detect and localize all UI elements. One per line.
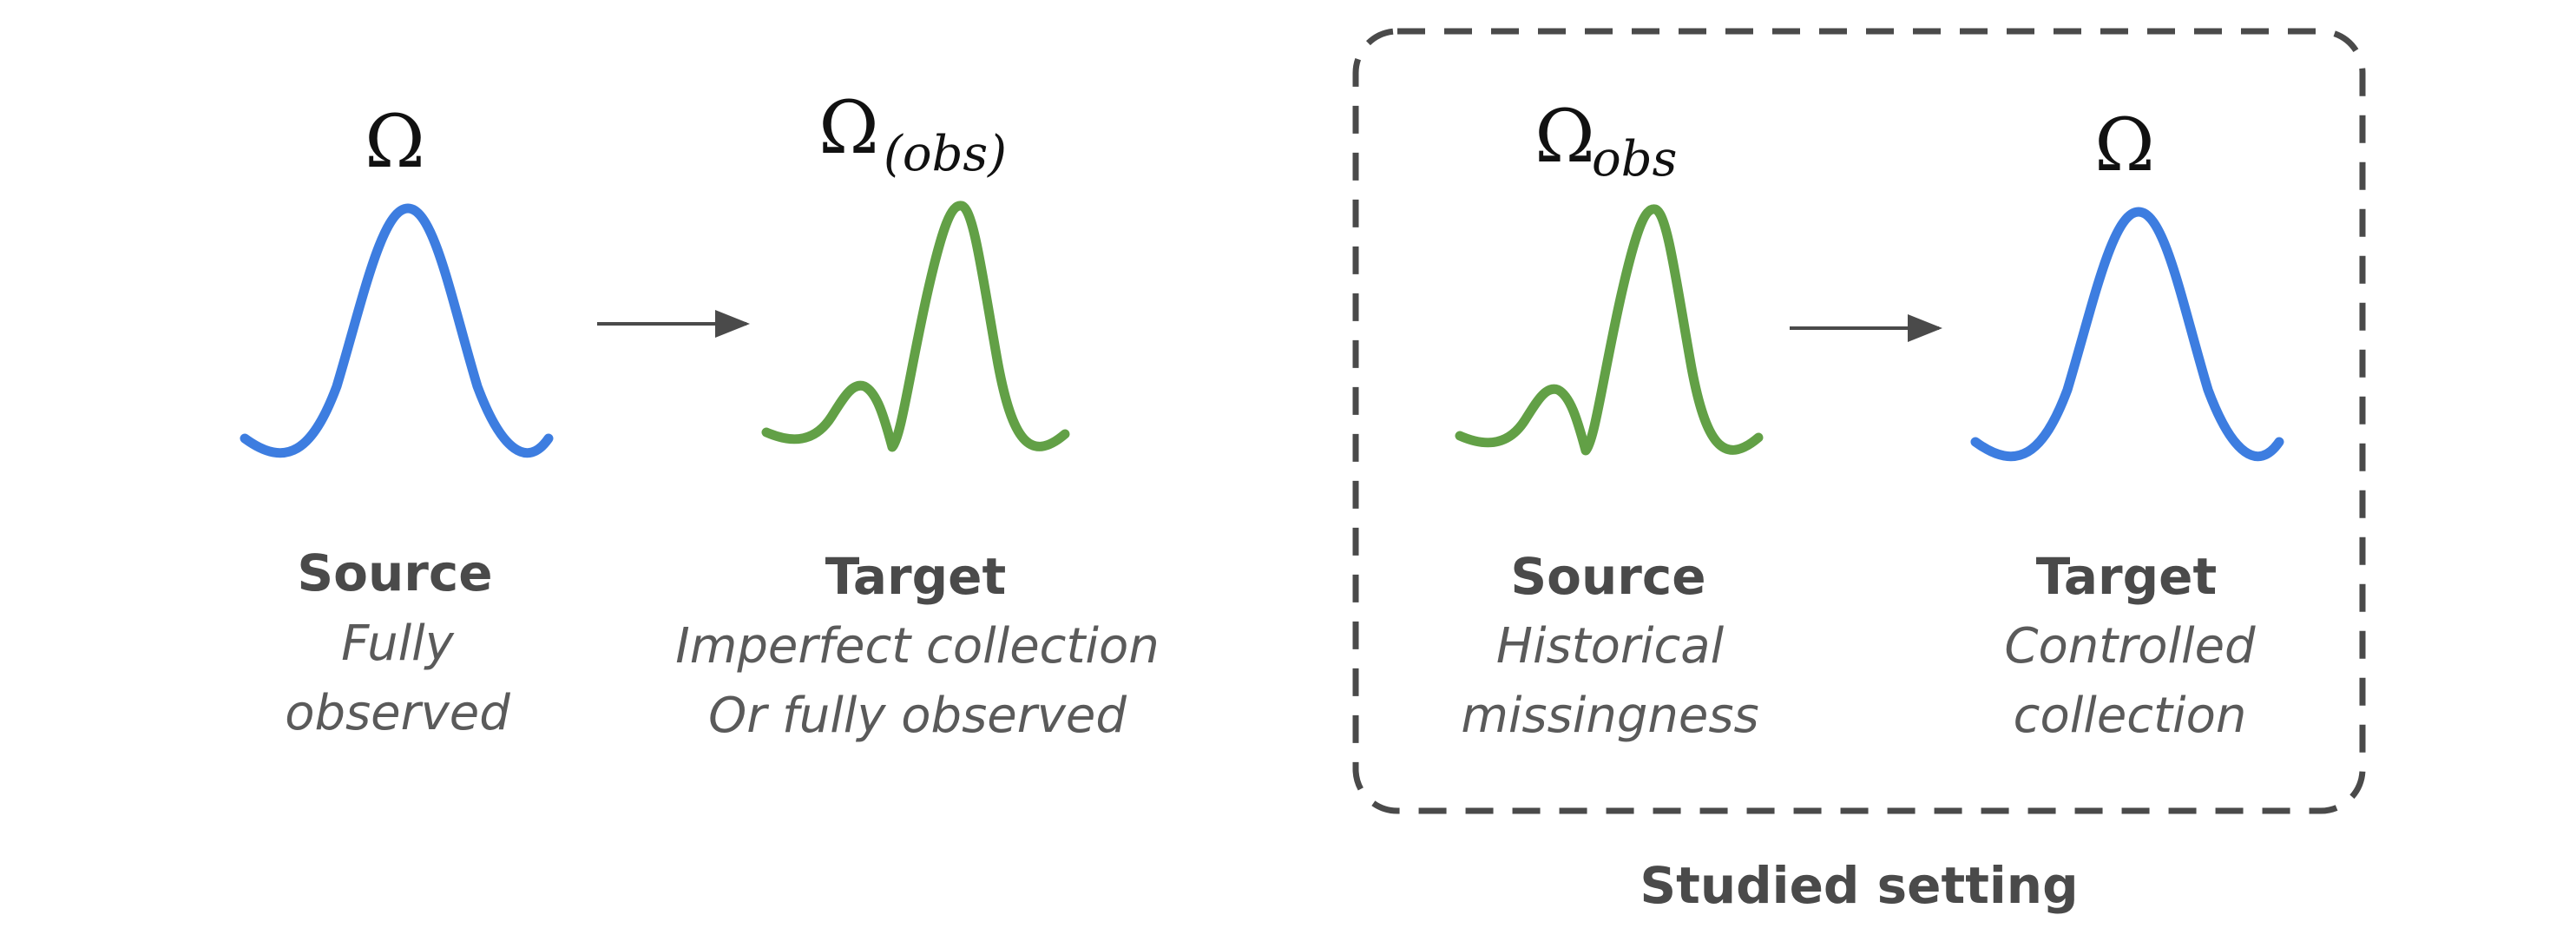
left-source-gaussian-curve <box>240 203 554 458</box>
left-source-description-line1: Fully <box>341 616 455 672</box>
studied-source-title: Source <box>1510 547 1705 606</box>
studied-source-description-line2: missingness <box>1461 688 1758 744</box>
left-target-description-line2: Or fully observed <box>708 688 1127 744</box>
studied-setting-box <box>1352 28 2366 814</box>
studied-target-description-line1: Controlled <box>2004 618 2256 675</box>
left-target-bimodal-curve <box>761 201 1070 452</box>
studied-source-group: Ω obs Source Historical missingness <box>1455 94 1764 744</box>
studied-source-description-line1: Historical <box>1496 618 1725 675</box>
left-target-omega-symbol: Ω <box>818 85 879 170</box>
studied-source-omega-symbol: Ω <box>1534 94 1595 179</box>
studied-target-omega-symbol: Ω <box>2094 102 2155 188</box>
studied-target-description-line2: collection <box>2014 688 2247 744</box>
left-source-omega-symbol: Ω <box>365 99 425 184</box>
left-source-description-line2: observed <box>285 685 510 741</box>
left-target-group: Ω (obs) Target Imperfect collection Or f… <box>675 85 1159 744</box>
left-target-description-line1: Imperfect collection <box>675 618 1159 675</box>
left-source-group: Ω Source Fully observed <box>240 99 554 741</box>
left-target-title: Target <box>825 547 1006 606</box>
left-source-title: Source <box>297 543 492 602</box>
studied-setting-label: Studied setting <box>1640 856 2078 915</box>
studied-target-group: Ω Target Controlled collection <box>1970 102 2284 744</box>
studied-source-omega-subscript: obs <box>1592 131 1677 188</box>
studied-source-bimodal-curve <box>1455 204 1764 456</box>
studied-target-title: Target <box>2036 547 2217 606</box>
left-target-omega-subscript: (obs) <box>884 126 1007 182</box>
studied-target-gaussian-curve <box>1970 207 2284 462</box>
